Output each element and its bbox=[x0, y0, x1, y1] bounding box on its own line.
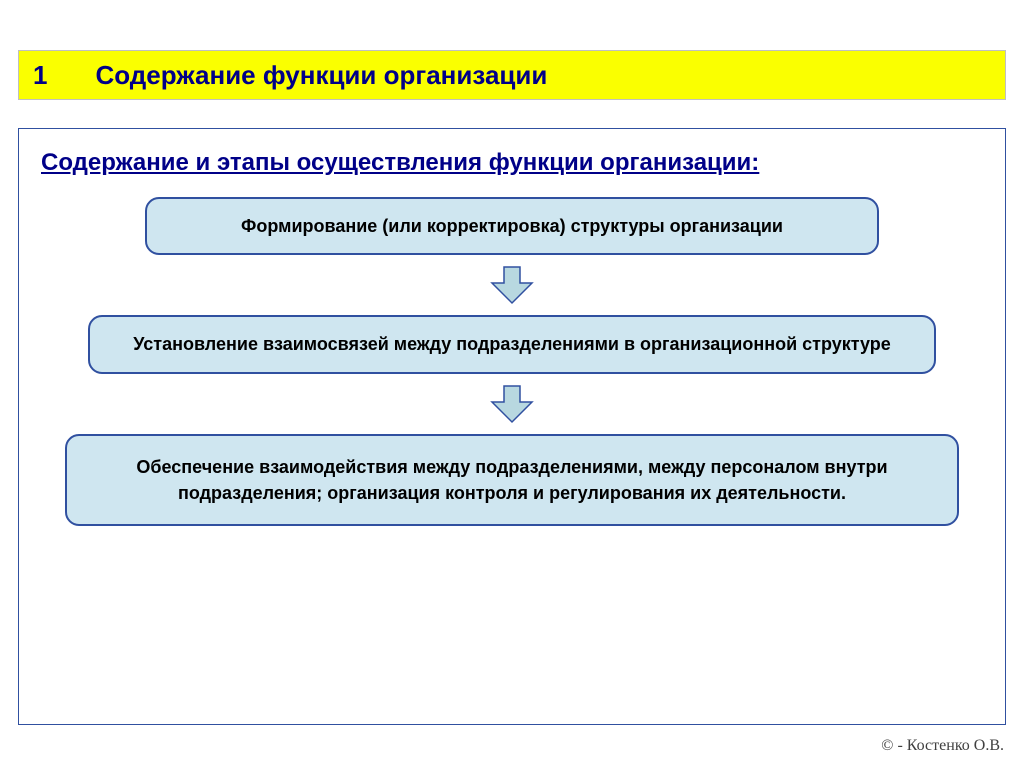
arrow-down-icon bbox=[490, 265, 534, 305]
step-box-1: Формирование (или корректировка) структу… bbox=[145, 197, 880, 255]
step-box-2: Установление взаимосвязей между подразде… bbox=[88, 315, 936, 373]
footer-credit: © - Костенко О.В. bbox=[881, 737, 1004, 755]
title-number: 1 bbox=[33, 60, 47, 91]
step-box-3: Обеспечение взаимодействия между подразд… bbox=[65, 434, 960, 526]
arrow-2 bbox=[41, 374, 983, 434]
title-bar: 1 Содержание функции организации bbox=[18, 50, 1006, 100]
subtitle: Содержание и этапы осуществления функции… bbox=[41, 147, 983, 179]
content-box: Содержание и этапы осуществления функции… bbox=[18, 128, 1006, 725]
title-text: Содержание функции организации bbox=[95, 60, 547, 91]
arrow-1 bbox=[41, 255, 983, 315]
arrow-down-icon bbox=[490, 384, 534, 424]
